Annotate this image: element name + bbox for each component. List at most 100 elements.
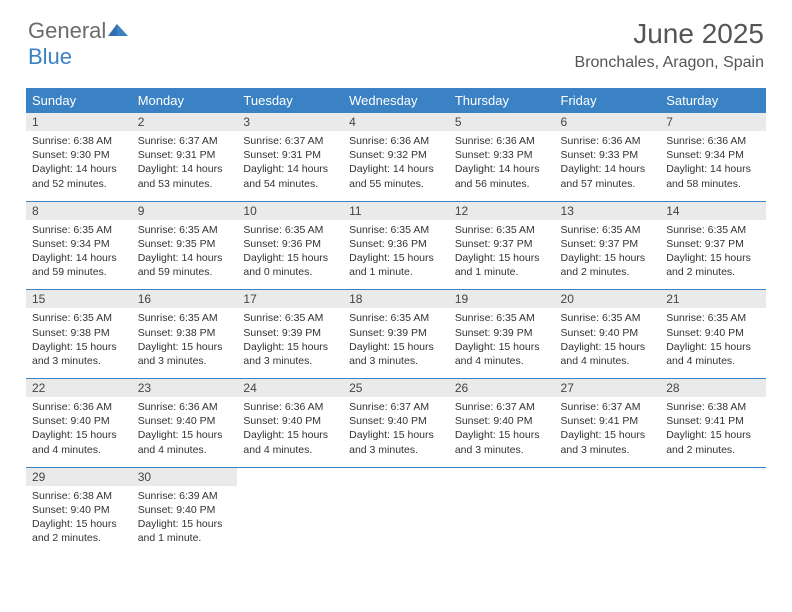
day-content-cell: Sunrise: 6:36 AMSunset: 9:32 PMDaylight:…	[343, 131, 449, 201]
sunset-text: Sunset: 9:34 PM	[32, 237, 126, 251]
daylight-text: Daylight: 14 hours and 53 minutes.	[138, 162, 232, 190]
day-number-cell: 24	[237, 379, 343, 398]
sunset-text: Sunset: 9:36 PM	[349, 237, 443, 251]
sunrise-text: Sunrise: 6:37 AM	[455, 400, 549, 414]
calendar-table: Sunday Monday Tuesday Wednesday Thursday…	[26, 88, 766, 555]
day-content-row: Sunrise: 6:35 AMSunset: 9:34 PMDaylight:…	[26, 220, 766, 290]
logo-mark-icon	[108, 20, 130, 43]
day-content-cell: Sunrise: 6:37 AMSunset: 9:40 PMDaylight:…	[449, 397, 555, 467]
sunrise-text: Sunrise: 6:35 AM	[138, 311, 232, 325]
sunrise-text: Sunrise: 6:35 AM	[561, 311, 655, 325]
sunset-text: Sunset: 9:40 PM	[32, 414, 126, 428]
day-content-cell: Sunrise: 6:39 AMSunset: 9:40 PMDaylight:…	[132, 486, 238, 556]
weekday-header: Friday	[555, 88, 661, 113]
sunrise-text: Sunrise: 6:35 AM	[243, 311, 337, 325]
day-content-cell: Sunrise: 6:35 AMSunset: 9:38 PMDaylight:…	[132, 308, 238, 378]
sunrise-text: Sunrise: 6:35 AM	[666, 311, 760, 325]
day-content-cell: Sunrise: 6:36 AMSunset: 9:33 PMDaylight:…	[555, 131, 661, 201]
daylight-text: Daylight: 14 hours and 52 minutes.	[32, 162, 126, 190]
daylight-text: Daylight: 15 hours and 4 minutes.	[32, 428, 126, 456]
weekday-header: Thursday	[449, 88, 555, 113]
day-content-cell: Sunrise: 6:37 AMSunset: 9:40 PMDaylight:…	[343, 397, 449, 467]
day-number-cell: 30	[132, 467, 238, 486]
day-number-row: 1234567	[26, 113, 766, 131]
weekday-header: Sunday	[26, 88, 132, 113]
day-number-cell	[237, 467, 343, 486]
day-content-cell: Sunrise: 6:38 AMSunset: 9:30 PMDaylight:…	[26, 131, 132, 201]
day-content-cell: Sunrise: 6:35 AMSunset: 9:40 PMDaylight:…	[555, 308, 661, 378]
calendar-body: 1234567Sunrise: 6:38 AMSunset: 9:30 PMDa…	[26, 113, 766, 555]
day-content-cell	[660, 486, 766, 556]
day-number-cell: 17	[237, 290, 343, 309]
day-number-cell: 12	[449, 201, 555, 220]
day-content-cell: Sunrise: 6:36 AMSunset: 9:33 PMDaylight:…	[449, 131, 555, 201]
sunset-text: Sunset: 9:35 PM	[138, 237, 232, 251]
day-number-cell: 19	[449, 290, 555, 309]
weekday-header: Wednesday	[343, 88, 449, 113]
sunrise-text: Sunrise: 6:35 AM	[32, 223, 126, 237]
day-number-row: 22232425262728	[26, 379, 766, 398]
day-number-cell: 26	[449, 379, 555, 398]
sunrise-text: Sunrise: 6:35 AM	[138, 223, 232, 237]
sunset-text: Sunset: 9:33 PM	[561, 148, 655, 162]
day-number-cell: 25	[343, 379, 449, 398]
month-title: June 2025	[575, 18, 764, 50]
weekday-header: Tuesday	[237, 88, 343, 113]
day-number-cell: 29	[26, 467, 132, 486]
day-content-row: Sunrise: 6:38 AMSunset: 9:40 PMDaylight:…	[26, 486, 766, 556]
daylight-text: Daylight: 15 hours and 1 minute.	[349, 251, 443, 279]
daylight-text: Daylight: 15 hours and 3 minutes.	[138, 340, 232, 368]
day-content-cell: Sunrise: 6:35 AMSunset: 9:35 PMDaylight:…	[132, 220, 238, 290]
sunset-text: Sunset: 9:34 PM	[666, 148, 760, 162]
sunset-text: Sunset: 9:33 PM	[455, 148, 549, 162]
day-content-cell: Sunrise: 6:38 AMSunset: 9:40 PMDaylight:…	[26, 486, 132, 556]
daylight-text: Daylight: 15 hours and 3 minutes.	[349, 428, 443, 456]
page-header: General June 2025 Bronchales, Aragon, Sp…	[0, 0, 792, 78]
sunset-text: Sunset: 9:40 PM	[243, 414, 337, 428]
day-number-cell: 20	[555, 290, 661, 309]
sunset-text: Sunset: 9:40 PM	[561, 326, 655, 340]
day-content-cell: Sunrise: 6:37 AMSunset: 9:31 PMDaylight:…	[132, 131, 238, 201]
day-content-row: Sunrise: 6:36 AMSunset: 9:40 PMDaylight:…	[26, 397, 766, 467]
daylight-text: Daylight: 15 hours and 1 minute.	[455, 251, 549, 279]
location-label: Bronchales, Aragon, Spain	[575, 54, 764, 72]
sunset-text: Sunset: 9:30 PM	[32, 148, 126, 162]
sunset-text: Sunset: 9:37 PM	[561, 237, 655, 251]
sunset-text: Sunset: 9:41 PM	[666, 414, 760, 428]
sunrise-text: Sunrise: 6:36 AM	[666, 134, 760, 148]
sunset-text: Sunset: 9:36 PM	[243, 237, 337, 251]
day-number-cell: 4	[343, 113, 449, 131]
sunset-text: Sunset: 9:40 PM	[455, 414, 549, 428]
daylight-text: Daylight: 15 hours and 4 minutes.	[455, 340, 549, 368]
day-number-cell: 22	[26, 379, 132, 398]
day-content-cell: Sunrise: 6:35 AMSunset: 9:39 PMDaylight:…	[343, 308, 449, 378]
day-number-cell: 5	[449, 113, 555, 131]
day-content-cell: Sunrise: 6:36 AMSunset: 9:34 PMDaylight:…	[660, 131, 766, 201]
sunrise-text: Sunrise: 6:35 AM	[455, 311, 549, 325]
sunset-text: Sunset: 9:39 PM	[243, 326, 337, 340]
day-number-cell: 3	[237, 113, 343, 131]
daylight-text: Daylight: 15 hours and 1 minute.	[138, 517, 232, 545]
day-content-cell: Sunrise: 6:36 AMSunset: 9:40 PMDaylight:…	[237, 397, 343, 467]
day-number-cell: 1	[26, 113, 132, 131]
day-content-cell: Sunrise: 6:35 AMSunset: 9:39 PMDaylight:…	[449, 308, 555, 378]
daylight-text: Daylight: 14 hours and 57 minutes.	[561, 162, 655, 190]
daylight-text: Daylight: 15 hours and 4 minutes.	[561, 340, 655, 368]
day-content-cell: Sunrise: 6:35 AMSunset: 9:37 PMDaylight:…	[555, 220, 661, 290]
daylight-text: Daylight: 15 hours and 3 minutes.	[32, 340, 126, 368]
sunrise-text: Sunrise: 6:38 AM	[666, 400, 760, 414]
daylight-text: Daylight: 15 hours and 3 minutes.	[455, 428, 549, 456]
day-number-cell: 6	[555, 113, 661, 131]
day-content-cell	[237, 486, 343, 556]
daylight-text: Daylight: 14 hours and 55 minutes.	[349, 162, 443, 190]
sunrise-text: Sunrise: 6:36 AM	[138, 400, 232, 414]
sunrise-text: Sunrise: 6:39 AM	[138, 489, 232, 503]
daylight-text: Daylight: 15 hours and 4 minutes.	[138, 428, 232, 456]
logo: General	[28, 18, 132, 44]
day-content-cell: Sunrise: 6:36 AMSunset: 9:40 PMDaylight:…	[26, 397, 132, 467]
daylight-text: Daylight: 14 hours and 58 minutes.	[666, 162, 760, 190]
day-content-cell: Sunrise: 6:38 AMSunset: 9:41 PMDaylight:…	[660, 397, 766, 467]
day-number-cell	[660, 467, 766, 486]
daylight-text: Daylight: 14 hours and 54 minutes.	[243, 162, 337, 190]
sunrise-text: Sunrise: 6:35 AM	[455, 223, 549, 237]
